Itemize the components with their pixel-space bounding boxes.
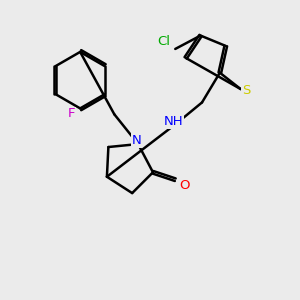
Text: F: F xyxy=(68,107,75,120)
Text: S: S xyxy=(242,84,250,97)
Text: Cl: Cl xyxy=(157,35,170,48)
Text: NH: NH xyxy=(164,115,183,128)
Text: O: O xyxy=(179,179,189,192)
Text: N: N xyxy=(132,134,142,147)
